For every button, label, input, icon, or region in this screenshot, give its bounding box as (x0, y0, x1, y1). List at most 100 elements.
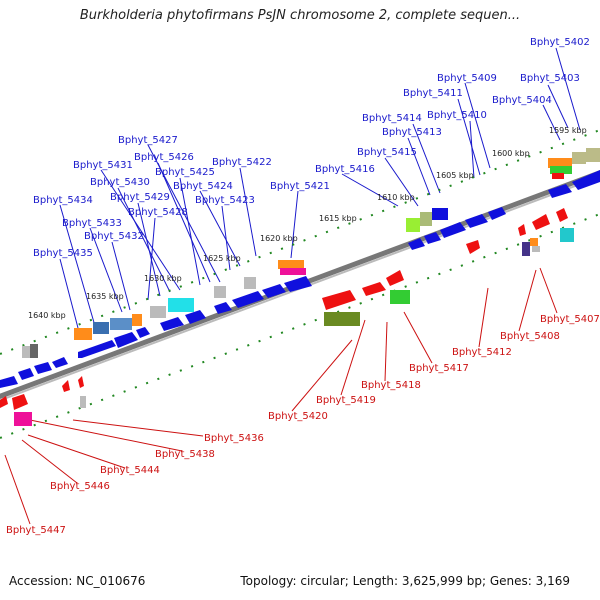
gene-label: Bphyt_5417 (409, 363, 469, 374)
gene-box (278, 260, 304, 269)
forward-genes (0, 148, 600, 388)
gene-arrow (284, 276, 312, 292)
top-leader-lines (59, 47, 581, 329)
gene-arrow (518, 224, 526, 236)
gene-box (22, 346, 30, 358)
gene-arrow (34, 362, 52, 374)
gene-box (168, 298, 194, 312)
gene-label: Bphyt_5434 (33, 195, 93, 206)
gene-box (560, 228, 574, 242)
gene-label: Bphyt_5428 (128, 207, 188, 218)
kbp-tick-label: 1615 kbp (319, 214, 357, 223)
gene-box (244, 277, 256, 289)
gene-label: Bphyt_5415 (357, 147, 417, 158)
gene-label: Bphyt_5447 (6, 525, 66, 536)
gene-box (420, 212, 432, 226)
gene-label: Bphyt_5436 (204, 433, 264, 444)
gene-label: Bphyt_5444 (100, 465, 160, 476)
gene-label: Bphyt_5421 (270, 181, 330, 192)
kbp-tick-label: 1600 kbp (492, 149, 530, 158)
accession-text: Accession: NC_010676 (9, 574, 146, 588)
gene-label: Bphyt_5403 (520, 73, 580, 84)
gene-label: Bphyt_5419 (316, 395, 376, 406)
kbp-tick-label: 1630 kbp (144, 274, 182, 283)
gene-label: Bphyt_5435 (33, 248, 93, 259)
gene-label: Bphyt_5430 (90, 177, 150, 188)
kbp-tick-label: 1620 kbp (260, 234, 298, 243)
gene-arrow (52, 357, 68, 368)
gene-arrow (466, 240, 480, 254)
gene-box (80, 396, 86, 408)
gene-arrow (440, 222, 466, 238)
kbp-tick-label: 1635 kbp (86, 292, 124, 301)
gene-label: Bphyt_5402 (530, 37, 590, 48)
gene-arrow (78, 340, 116, 358)
gene-box (30, 344, 38, 358)
gene-label: Bphyt_5409 (437, 73, 497, 84)
gene-box (522, 242, 530, 256)
gene-label: Bphyt_5432 (84, 231, 144, 242)
map-title: Burkholderia phytofirmans PsJN chromosom… (79, 8, 521, 23)
gene-box (214, 286, 226, 298)
gene-label: Bphyt_5427 (118, 135, 178, 146)
gene-label: Bphyt_5422 (212, 157, 272, 168)
kbp-tick-label: 1625 kbp (203, 254, 241, 263)
gene-label: Bphyt_5404 (492, 95, 552, 106)
gene-label: Bphyt_5429 (110, 192, 170, 203)
gene-label: Bphyt_5412 (452, 347, 512, 358)
gene-label: Bphyt_5418 (361, 380, 421, 391)
gene-box (530, 238, 538, 246)
gene-label: Bphyt_5446 (50, 481, 110, 492)
kbp-tick-label: 1610 kbp (377, 193, 415, 202)
gene-label: Bphyt_5423 (195, 195, 255, 206)
gene-box (280, 268, 306, 275)
bottom-leader-lines (4, 267, 558, 525)
gene-label: Bphyt_5426 (134, 152, 194, 163)
gene-arrow (548, 184, 572, 198)
gene-label: Bphyt_5408 (500, 331, 560, 342)
gene-label: Bphyt_5414 (362, 113, 422, 124)
gene-label: Bphyt_5420 (268, 411, 328, 422)
gene-label: Bphyt_5416 (315, 164, 375, 175)
gene-arrow (465, 214, 488, 228)
kbp-tick-label: 1640 kbp (28, 311, 66, 320)
gene-arrow (262, 284, 286, 298)
bottom-gene-labels: Bphyt_5407 Bphyt_5408 Bphyt_5412 Bphyt_5… (6, 314, 600, 536)
gene-box (532, 246, 540, 252)
gene-label: Bphyt_5431 (73, 160, 133, 171)
gene-arrow (408, 238, 425, 250)
kbp-tick-label: 1605 kbp (436, 171, 474, 180)
gene-arrow (185, 310, 206, 324)
gene-arrow (386, 270, 404, 286)
gene-box (432, 208, 448, 220)
gene-arrow (62, 380, 70, 392)
gene-arrow (572, 170, 600, 190)
gene-box (390, 290, 410, 304)
gene-arrow (0, 376, 18, 388)
gene-arrow (424, 232, 441, 244)
gene-box (132, 314, 142, 326)
kbp-tick-label: 1595 kbp (549, 126, 587, 135)
gene-arrow (488, 207, 506, 220)
gene-label: Bphyt_5413 (382, 127, 442, 138)
gene-label: Bphyt_5411 (403, 88, 463, 99)
gene-label: Bphyt_5425 (155, 167, 215, 178)
gene-box (552, 173, 564, 179)
gene-arrow (322, 290, 356, 310)
gene-arrow (214, 302, 232, 314)
gene-box (110, 318, 132, 330)
gene-label: Bphyt_5410 (427, 110, 487, 121)
gene-label: Bphyt_5438 (155, 449, 215, 460)
reverse-genes (0, 208, 574, 426)
gene-box (150, 306, 166, 318)
gene-arrow (12, 394, 28, 410)
gene-label: Bphyt_5424 (173, 181, 233, 192)
gene-label: Bphyt_5433 (62, 218, 122, 229)
topology-summary: Topology: circular; Length: 3,625,999 bp… (240, 574, 570, 588)
gene-box (586, 148, 600, 162)
gene-arrow (114, 332, 138, 348)
gene-box (406, 218, 420, 232)
gene-box (14, 412, 32, 426)
gene-box (572, 152, 586, 164)
